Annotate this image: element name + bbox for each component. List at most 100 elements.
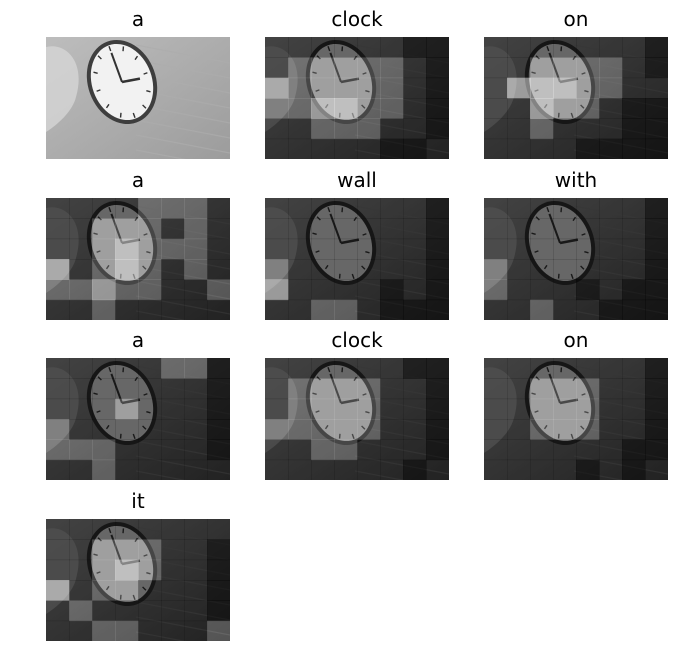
attention-cell — [288, 279, 312, 301]
attention-cell — [599, 98, 623, 119]
attention-cell — [115, 259, 139, 280]
attention-cell — [138, 398, 162, 420]
attention-cell — [311, 218, 335, 240]
attention-cell — [599, 398, 623, 420]
attention-cell — [69, 198, 93, 219]
attention-cell — [207, 539, 230, 561]
attention-cell — [576, 279, 600, 301]
attention-cell — [645, 37, 668, 58]
attention-cell — [426, 299, 449, 320]
attention-cell — [507, 358, 531, 379]
attention-cell — [288, 419, 312, 440]
attention-panel: a — [46, 4, 230, 164]
attention-cell — [161, 398, 185, 420]
attention-cell — [334, 279, 358, 301]
attention-cell — [530, 279, 554, 301]
attention-cell — [265, 98, 289, 119]
attention-cell — [530, 299, 554, 320]
attention-cell — [380, 358, 404, 379]
attention-cell — [184, 238, 208, 260]
attention-cell — [645, 358, 668, 379]
caption-word: a — [131, 168, 145, 192]
attention-cell — [69, 559, 93, 581]
attention-cell — [161, 559, 185, 581]
attention-cell — [645, 419, 668, 440]
attention-cell — [92, 459, 116, 480]
attention-cell — [622, 198, 646, 219]
attention-cell — [138, 620, 162, 641]
attention-cell — [576, 259, 600, 280]
attention-cell — [380, 138, 404, 159]
caption-word: it — [131, 489, 145, 513]
attention-cell — [311, 77, 335, 99]
attention-cell — [380, 238, 404, 260]
attention-cell — [161, 238, 185, 260]
attention-cell — [138, 559, 162, 581]
attention-cell — [69, 378, 93, 400]
attention-cell — [138, 539, 162, 561]
attention-cell — [530, 77, 554, 99]
attention-cell — [553, 398, 577, 420]
attention-cell — [115, 519, 139, 540]
attention-cell — [184, 259, 208, 280]
clock-wall-photo — [484, 358, 668, 480]
attention-cell — [288, 218, 312, 240]
attention-cell — [507, 419, 531, 440]
attention-cell — [645, 259, 668, 280]
attention-cell — [184, 299, 208, 320]
attention-cell — [138, 198, 162, 219]
attention-cell — [484, 138, 508, 159]
attention-cell — [553, 238, 577, 260]
attention-cell — [426, 398, 449, 420]
attention-cell — [530, 439, 554, 461]
attention-cell — [69, 600, 93, 622]
attention-cell — [161, 198, 185, 219]
attention-cell — [334, 198, 358, 219]
attention-cell — [138, 238, 162, 260]
attention-cell — [599, 198, 623, 219]
attention-cell — [645, 218, 668, 240]
attention-cell — [599, 259, 623, 280]
attention-cell — [599, 118, 623, 140]
attention-cell — [92, 419, 116, 440]
attention-cell — [599, 279, 623, 301]
attention-cell — [599, 299, 623, 320]
attention-cell — [622, 299, 646, 320]
attention-cell — [576, 378, 600, 400]
attention-cell — [69, 620, 93, 641]
attention-cell — [207, 620, 230, 641]
attention-panel: clock — [265, 4, 449, 164]
attention-cell — [357, 398, 381, 420]
attention-cell — [530, 259, 554, 280]
attention-cell — [161, 539, 185, 561]
attention-cell — [403, 259, 427, 280]
attention-cell — [357, 279, 381, 301]
attention-cell — [553, 138, 577, 159]
attention-cell — [288, 259, 312, 280]
attention-cell — [553, 57, 577, 79]
attention-cell — [426, 98, 449, 119]
attention-cell — [311, 279, 335, 301]
clock-wall-photo — [46, 198, 230, 320]
attention-cell — [530, 358, 554, 379]
attention-cell — [334, 459, 358, 480]
attention-cell — [69, 519, 93, 540]
attention-cell — [115, 299, 139, 320]
attention-cell — [207, 238, 230, 260]
attention-cell — [645, 378, 668, 400]
attention-cell — [357, 459, 381, 480]
attention-cell — [69, 419, 93, 440]
attention-cell — [92, 620, 116, 641]
attention-cell — [334, 77, 358, 99]
attention-cell — [357, 198, 381, 219]
attention-cell — [576, 358, 600, 379]
attention-cell — [265, 118, 289, 140]
attention-cell — [92, 238, 116, 260]
attention-cell — [311, 358, 335, 379]
attention-cell — [161, 218, 185, 240]
attention-cell — [484, 77, 508, 99]
attention-cell — [426, 439, 449, 461]
attention-cell — [138, 218, 162, 240]
attention-cell — [645, 439, 668, 461]
attention-cell — [622, 419, 646, 440]
